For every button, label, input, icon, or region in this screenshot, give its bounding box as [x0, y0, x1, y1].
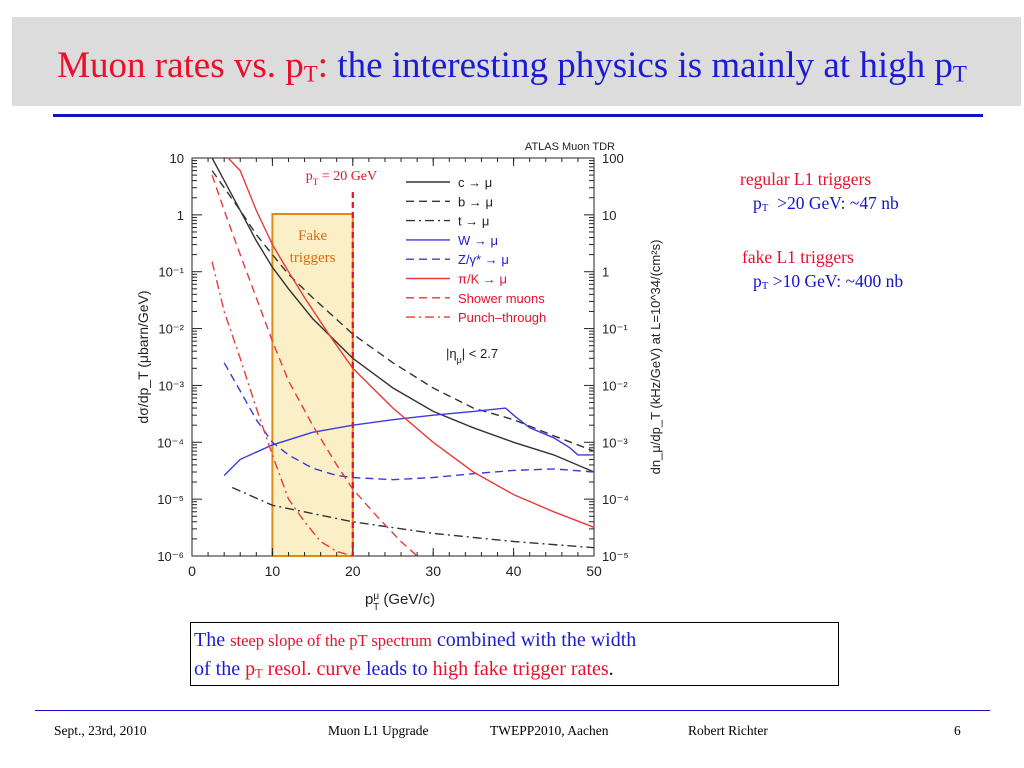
- caption-line-2: of the pT resol. curve leads to high fak…: [194, 655, 838, 687]
- caption-the: The: [194, 629, 231, 651]
- y-left-tick-label: 10⁻¹: [158, 265, 184, 280]
- footer-rule: [35, 710, 990, 711]
- legend-label: Punch–through: [458, 310, 546, 325]
- x-tick-label: 40: [506, 563, 522, 579]
- regular-trigger-note: regular L1 triggers pT >20 GeV: ~47 nb: [740, 167, 899, 220]
- caption-combined: combined with the width: [431, 629, 637, 651]
- legend-label: Z/γ* → μ: [458, 252, 509, 267]
- footer-author: Robert Richter: [688, 723, 768, 738]
- y-right-tick-label: 10⁻⁴: [602, 492, 629, 507]
- regular-rate-line: pT >20 GeV: ~47 nb: [740, 191, 899, 220]
- caption-line-1: The steep slope of the pT spectrum combi…: [194, 626, 838, 655]
- y-left-tick-label: 10⁻⁴: [157, 435, 184, 450]
- eta-cut-label: |ημ| < 2.7: [446, 346, 498, 365]
- caption-high-fake: high fake trigger rates: [432, 658, 609, 680]
- x-tick-label: 50: [586, 563, 602, 579]
- y-right-tick-label: 10⁻³: [602, 435, 628, 450]
- caption-of-the: of the: [194, 658, 246, 680]
- series-line: [211, 170, 595, 452]
- plot-frame: [191, 157, 595, 557]
- slide-title: Muon rates vs. pT: the interesting physi…: [0, 44, 1024, 97]
- regular-sub: T: [761, 202, 769, 215]
- footer-page-number: 6: [954, 723, 961, 738]
- regular-heading: regular L1 triggers: [740, 169, 872, 189]
- series-line: [223, 407, 590, 476]
- y-left-tick-label: 10⁻²: [158, 322, 184, 337]
- title-part2-sub: T: [952, 61, 967, 87]
- x-tick-label: 30: [425, 563, 441, 579]
- title-part2: the interesting physics is mainly at hig…: [328, 45, 953, 86]
- legend-label: c → μ: [458, 175, 492, 190]
- fake-p: p: [753, 271, 762, 291]
- fake-region-label-line: Fake: [298, 228, 328, 244]
- caption-resol: resol. curve: [262, 658, 361, 680]
- fake-sub: T: [761, 280, 769, 293]
- y-left-tick-label: 1: [177, 208, 184, 223]
- footer-date: Sept., 23rd, 2010: [54, 723, 147, 738]
- footer-talk: Muon L1 Upgrade: [328, 723, 429, 738]
- legend-label: W → μ: [458, 233, 498, 248]
- source-label: ATLAS Muon TDR: [525, 141, 615, 153]
- y-right-tick-label: 10⁻⁵: [602, 549, 629, 564]
- x-tick-label: 10: [265, 563, 281, 579]
- y-right-tick-label: 10⁻²: [602, 378, 628, 393]
- x-axis-label: pμ T (GeV/c): [365, 591, 435, 611]
- legend-label: b → μ: [458, 194, 493, 209]
- caption-dot: .: [608, 658, 614, 680]
- regular-p: p: [753, 193, 762, 213]
- fake-region-label-line: triggers: [290, 250, 336, 266]
- caption-box: The steep slope of the pT spectrum combi…: [190, 622, 839, 686]
- series-line: [227, 157, 595, 528]
- y-left-tick-label: 10⁻⁶: [157, 549, 184, 564]
- title-colon: :: [317, 45, 329, 86]
- y-left-tick-label: 10⁻³: [158, 378, 184, 393]
- y-left-axis-label: dσ/dp_T (μbarn/GeV): [135, 290, 151, 423]
- y-left-tick-label: 10: [170, 151, 184, 166]
- y-right-tick-label: 10: [602, 208, 616, 223]
- y-right-tick-label: 10⁻¹: [602, 322, 628, 337]
- threshold-label: pT = 20 GeV: [306, 169, 377, 187]
- x-tick-label: 0: [188, 563, 196, 579]
- y-right-tick-label: 1: [602, 265, 609, 280]
- title-underline: [53, 114, 983, 117]
- footer-conference: TWEPP2010, Aachen: [490, 723, 609, 738]
- caption-p-sub: T: [255, 666, 263, 681]
- legend-label: t → μ: [458, 214, 489, 229]
- fake-rate-line: pT >10 GeV: ~400 nb: [742, 269, 903, 298]
- series-line: [211, 261, 353, 557]
- title-part1: Muon rates vs. p: [57, 45, 304, 86]
- fake-heading: fake L1 triggers: [742, 247, 854, 267]
- legend-label: Shower muons: [458, 291, 545, 306]
- title-part1-sub: T: [303, 61, 318, 87]
- fake-rest: >10 GeV: ~400 nb: [768, 271, 904, 291]
- regular-rest: >20 GeV: ~47 nb: [768, 193, 899, 213]
- caption-p: p: [245, 658, 256, 680]
- caption-steep: steep slope of the pT spectrum: [230, 631, 432, 650]
- title-bar: [12, 17, 1021, 106]
- y-right-tick-label: 100: [602, 151, 624, 166]
- x-tick-label: 20: [345, 563, 361, 579]
- legend-label: π/K → μ: [458, 272, 507, 287]
- series-line: [231, 486, 595, 549]
- caption-leads: leads to: [360, 658, 433, 680]
- fake-trigger-note: fake L1 triggers pT >10 GeV: ~400 nb: [742, 245, 903, 298]
- y-right-axis-label: dn_μ/dp_T (kHz/GeV) at L=10^34/(cm²s): [648, 240, 663, 475]
- y-left-tick-label: 10⁻⁵: [157, 492, 184, 507]
